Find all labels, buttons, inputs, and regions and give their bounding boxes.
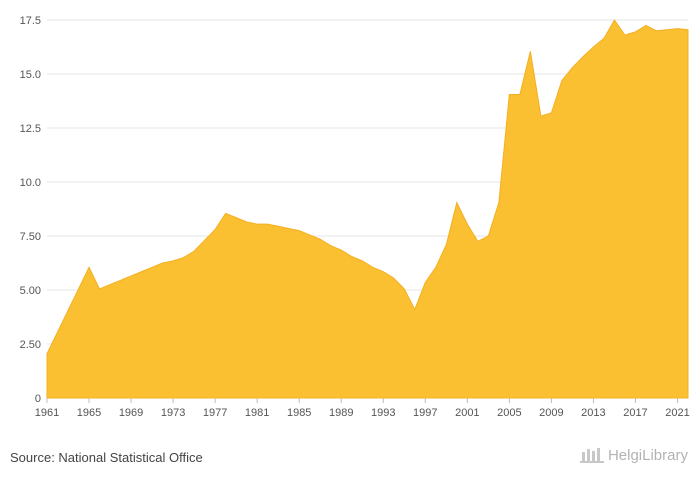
data-point: [381, 270, 385, 274]
data-point: [549, 111, 553, 115]
data-point: [371, 265, 375, 269]
data-point: [686, 28, 690, 32]
data-point: [665, 28, 669, 32]
data-point: [675, 27, 679, 31]
data-point: [329, 244, 333, 248]
data-point: [192, 249, 196, 253]
data-point: [129, 274, 133, 278]
y-tick-label: 0: [35, 393, 41, 405]
data-point: [98, 287, 102, 291]
data-point: [392, 276, 396, 280]
data-point: [276, 224, 280, 228]
y-tick-label: 2.50: [20, 339, 41, 351]
data-point: [339, 248, 343, 252]
data-point: [66, 309, 70, 313]
x-tick-label: 1981: [245, 407, 269, 419]
area-fill: [46, 19, 689, 399]
y-axis: 0 2.50 5.00 7.50 10.0 12.5 15.0 17.5: [20, 15, 41, 405]
data-point: [413, 307, 417, 311]
data-point: [350, 255, 354, 259]
data-point: [497, 201, 501, 205]
data-point: [591, 45, 595, 49]
x-tick-label: 2001: [455, 407, 479, 419]
brand-logo[interactable]: HelgiLibrary: [579, 446, 688, 464]
y-tick-label: 12.5: [20, 123, 41, 135]
y-tick-label: 10.0: [20, 177, 41, 189]
source-note: Source: National Statistical Office: [10, 450, 203, 465]
x-tick-label: 2005: [497, 407, 521, 419]
x-tick-label: 2013: [581, 407, 605, 419]
x-tick-label: 2017: [623, 407, 647, 419]
data-point: [570, 66, 574, 70]
x-tick-label: 1973: [161, 407, 185, 419]
data-point: [444, 243, 448, 247]
x-tick-label: 2021: [665, 407, 689, 419]
data-point: [234, 216, 238, 220]
data-point: [245, 220, 249, 224]
data-point: [560, 78, 564, 82]
data-point: [266, 222, 270, 226]
data-point: [297, 229, 301, 233]
data-point: [581, 55, 585, 59]
y-tick-label: 5.00: [20, 285, 41, 297]
x-tick-label: 1965: [77, 407, 101, 419]
data-point: [171, 259, 175, 263]
data-point: [182, 256, 186, 260]
x-axis: 1961 1965 1969 1973 1977 1981 1985 1989 1993 1997…: [35, 398, 690, 419]
data-point: [140, 270, 144, 274]
data-point: [507, 93, 511, 97]
data-point: [654, 29, 658, 33]
data-point: [255, 222, 259, 226]
x-tick-label: 1961: [35, 407, 59, 419]
y-tick-label: 15.0: [20, 69, 41, 81]
data-point: [423, 280, 427, 284]
data-point: [77, 287, 81, 291]
data-point: [623, 33, 627, 37]
data-point: [644, 23, 648, 27]
x-tick-label: 1989: [329, 407, 353, 419]
data-point: [108, 283, 112, 287]
data-point: [434, 265, 438, 269]
y-tick-label: 7.50: [20, 231, 41, 243]
data-point: [161, 261, 165, 265]
data-point: [518, 93, 522, 97]
data-point: [119, 278, 123, 282]
data-point: [455, 201, 459, 205]
data-point: [287, 226, 291, 230]
data-point: [224, 211, 228, 215]
data-point: [308, 233, 312, 237]
data-point: [486, 234, 490, 238]
data-point: [539, 114, 543, 118]
data-point: [150, 265, 154, 269]
data-point: [360, 259, 364, 263]
y-tick-label: 17.5: [20, 15, 41, 27]
x-tick-label: 2009: [539, 407, 563, 419]
data-point: [612, 18, 616, 22]
data-point: [87, 265, 91, 269]
x-tick-label: 1993: [371, 407, 395, 419]
data-point: [56, 330, 60, 334]
area-series: [45, 18, 690, 399]
data-point: [318, 237, 322, 241]
data-point: [602, 36, 606, 40]
data-point: [465, 222, 469, 226]
x-tick-label: 1977: [203, 407, 227, 419]
x-tick-label: 1969: [119, 407, 143, 419]
x-tick-label: 1997: [413, 407, 437, 419]
data-point: [476, 239, 480, 243]
data-point: [213, 228, 217, 232]
data-point: [203, 238, 207, 242]
data-point: [528, 49, 532, 53]
data-point: [45, 352, 49, 356]
x-tick-label: 1985: [287, 407, 311, 419]
library-icon: [579, 448, 604, 463]
data-point: [633, 30, 637, 34]
data-point: [402, 287, 406, 291]
brand-name: HelgiLibrary: [607, 446, 688, 464]
